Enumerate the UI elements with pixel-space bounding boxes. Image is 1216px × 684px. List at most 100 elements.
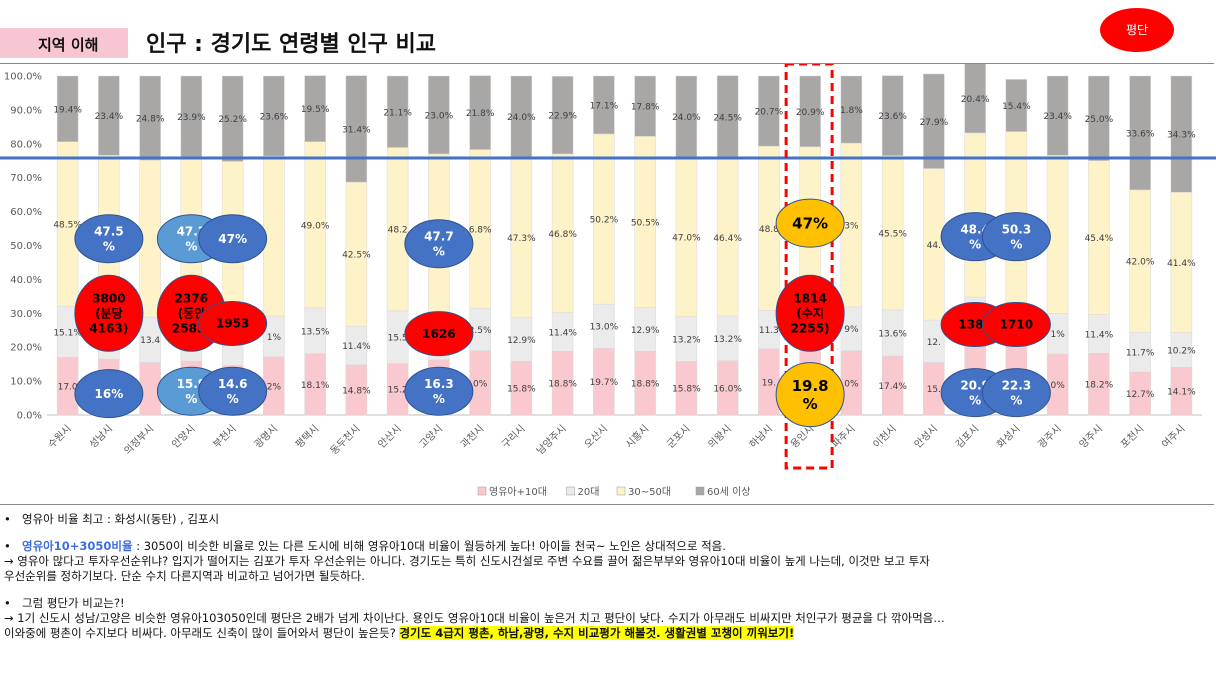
data-label: 23.0%	[425, 111, 454, 121]
data-label: 3%	[844, 221, 859, 231]
annotation-label: %	[227, 392, 239, 406]
annotation-label: %	[1010, 237, 1022, 251]
page-title: 인구 : 경기도 연령별 인구 비교	[146, 32, 436, 57]
bar-segment	[634, 75, 656, 137]
data-label: 31.4%	[342, 125, 371, 135]
y-tick-label: 100.0%	[4, 72, 42, 83]
annotation-label: 47.7	[424, 230, 454, 244]
x-tick-label: 동두천시	[328, 423, 363, 458]
annotation-label: %	[103, 239, 115, 253]
x-tick-label: 안성시	[912, 423, 940, 451]
data-label: 11.4%	[1085, 330, 1114, 340]
data-label: 15.8%	[672, 385, 701, 395]
data-label: 17.8%	[631, 103, 660, 113]
note-2: • 영유아10+3050비율 : 3050이 비슷한 비율로 있는 다른 도시에 …	[4, 539, 726, 553]
bar-segment	[56, 75, 79, 143]
data-label: 13.0%	[590, 323, 619, 333]
data-label: 15.	[927, 385, 941, 395]
bar-segment	[1170, 75, 1193, 193]
annotation-label: 2255)	[791, 322, 830, 336]
bar-segment	[345, 75, 368, 183]
data-label: 48.2	[388, 226, 408, 236]
bar-segment	[304, 75, 326, 143]
annotation-label: 1710	[1000, 318, 1033, 332]
annotation-ellipse	[198, 366, 268, 416]
data-label: 23.9%	[177, 113, 206, 123]
data-label: 17.0	[58, 383, 78, 393]
x-tick-label: 고양시	[417, 423, 445, 451]
bar-segment	[386, 75, 409, 148]
annotation-label: 50.3	[1002, 222, 1032, 236]
y-tick-label: 40.0%	[10, 275, 42, 286]
bar-segment	[923, 73, 945, 169]
note-1-text: 영유아 비율 최고 : 화성시(동탄) , 김포시	[22, 512, 220, 526]
legend-swatch	[566, 486, 575, 496]
data-label: 17.1%	[590, 101, 619, 111]
annotation-label: %	[433, 245, 445, 259]
bar-segment	[964, 64, 986, 134]
data-label: 15.4%	[1002, 102, 1031, 112]
data-label: 47.3%	[507, 234, 536, 244]
annotation-label: 3800	[92, 292, 125, 306]
note-2-text: : 3050이 비슷한 비율로 있는 다른 도시에 비해 영유아10대 비율이 …	[132, 539, 726, 553]
data-label: 2.5%	[469, 326, 492, 336]
x-tick-label: 성남시	[87, 423, 115, 451]
data-label: 17.4%	[878, 382, 907, 392]
bar-segment	[1088, 75, 1110, 161]
annotation-label: 47%	[218, 232, 247, 246]
note-2-line-2: → 영유아 많다고 투자우선순위냐? 입지가 떨어지는 김포가 투자 우선순위는…	[4, 554, 930, 568]
data-label: 46.8%	[548, 230, 577, 240]
note-3-text: 그럼 평단가 비교는?!	[22, 596, 125, 610]
bar-segment	[469, 75, 491, 150]
data-label: 44.	[927, 241, 941, 251]
x-tick-label: 의정부시	[122, 423, 157, 458]
data-label: 47.0%	[672, 234, 701, 244]
annotation-ellipse	[74, 274, 144, 352]
bar-segment	[1005, 79, 1028, 132]
data-label: 15.5	[388, 334, 408, 344]
data-label: 24.5%	[713, 114, 742, 124]
bar-segment	[428, 75, 450, 155]
data-label: 1%	[267, 333, 282, 343]
x-tick-label: 평택시	[293, 423, 321, 451]
x-tick-label: 수원시	[46, 423, 74, 451]
annotation-label: %	[433, 392, 445, 406]
note-3-line-2: → 1기 신도시 성남/고양은 비슷한 영유아103050인데 평단은 2배가 …	[4, 611, 945, 625]
data-label: 18.1%	[301, 381, 330, 391]
y-tick-label: 50.0%	[10, 241, 42, 252]
data-label: 19.4%	[53, 105, 82, 115]
x-tick-label: 안양시	[169, 423, 197, 451]
annotation-label: 47.5	[94, 224, 124, 238]
x-tick-label: 양주시	[1077, 423, 1105, 451]
annotation-label: 22.3	[1002, 378, 1032, 392]
annotation-ellipse	[198, 214, 268, 264]
data-label: 19.7%	[590, 378, 619, 388]
note-2-highlight: 영유아10+3050비율	[22, 539, 133, 553]
y-tick-label: 80.0%	[10, 139, 42, 150]
annotation-label: 47%	[792, 214, 828, 232]
data-label: 22.9%	[548, 112, 577, 122]
bar-segment	[551, 76, 574, 155]
data-label: 12.9%	[631, 326, 660, 336]
data-label: 11.3	[759, 326, 779, 336]
annotation-ellipse	[981, 368, 1051, 418]
data-label: 23.4%	[1043, 112, 1072, 122]
data-label: 34.3%	[1167, 131, 1196, 141]
bar-segment	[881, 75, 904, 156]
data-label: 27.9%	[920, 118, 949, 128]
data-label: 25.0%	[1085, 115, 1114, 125]
x-tick-label: 남양주시	[534, 423, 569, 458]
data-label: 14.1%	[1167, 388, 1196, 398]
legend-swatch	[695, 486, 705, 496]
x-tick-label: 하남시	[746, 422, 775, 451]
annotation-ellipse	[74, 214, 144, 264]
annotation-label: %	[1010, 393, 1022, 407]
data-label: 41.4%	[1167, 259, 1196, 269]
legend-label: 20대	[578, 486, 600, 498]
note-2-line-3: 우선순위를 정하기보다. 단순 수치 다른지역과 비교하고 넘어가면 될듯하다.	[4, 569, 365, 583]
chart-frame	[0, 63, 1214, 505]
data-label: 48.5%	[53, 220, 82, 230]
x-tick-label: 의왕시	[706, 423, 734, 451]
data-label: 42.0%	[1126, 258, 1155, 268]
annotation-label: %	[803, 395, 818, 413]
